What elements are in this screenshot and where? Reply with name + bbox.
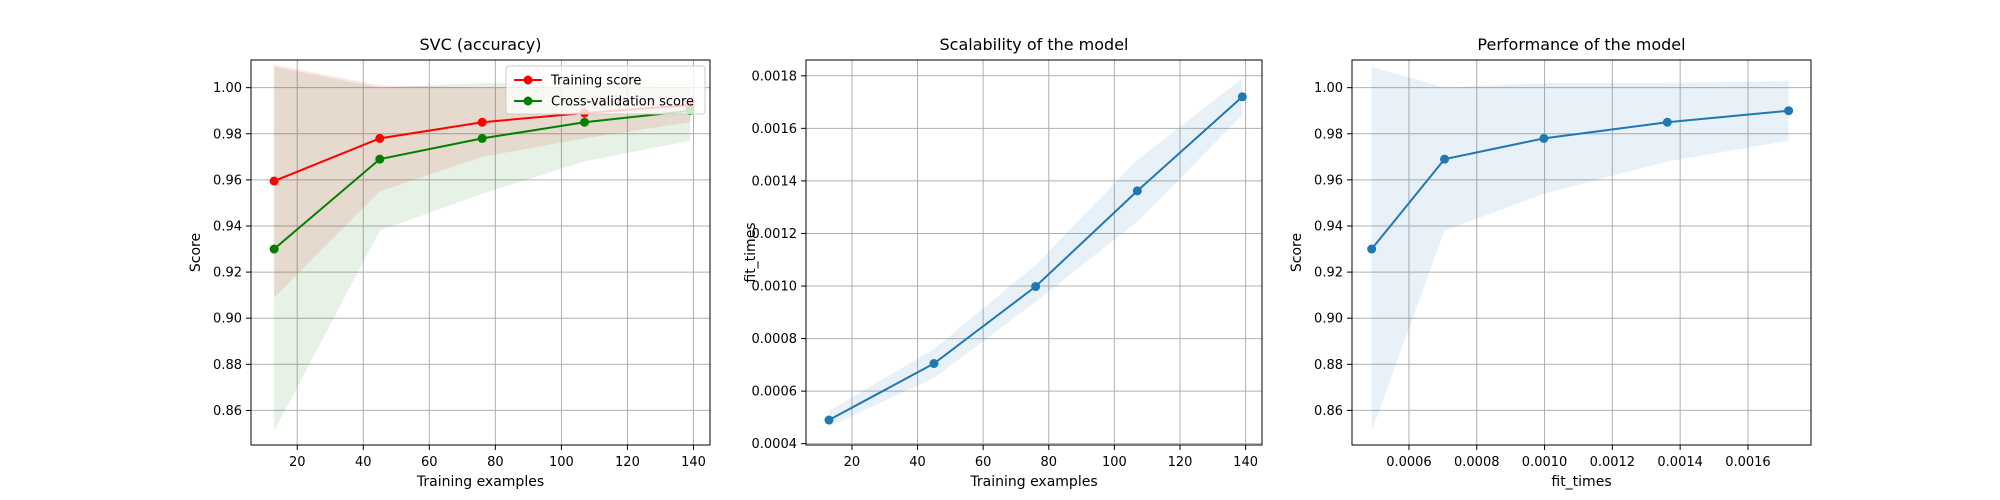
data-point xyxy=(269,244,279,254)
y-tick-label: 0.90 xyxy=(213,312,242,327)
data-point xyxy=(269,176,279,186)
chart-2: 20 40 60 80 100 120 140 0.0004 0.0006 0.0008 0.001… xyxy=(743,35,1263,490)
axes-frame xyxy=(805,59,1263,446)
data-point xyxy=(1031,282,1041,292)
confidence-band xyxy=(1371,66,1789,432)
y-tick-label: 0.96 xyxy=(1314,173,1343,188)
x-tick-label: 0.0008 xyxy=(1454,455,1500,470)
data-point xyxy=(1784,106,1794,116)
data-point xyxy=(1132,186,1142,196)
y-tick-label: 0.90 xyxy=(1314,312,1343,327)
chart-3: 0.0006 0.0008 0.0010 0.0012 0.0014 0.0016 0.86… xyxy=(1289,35,1812,490)
x-tick-label: 100 xyxy=(1102,455,1127,470)
y-tick-label: 1.00 xyxy=(1314,81,1343,96)
y-axis-label: Score xyxy=(188,233,204,272)
y-tick-label: 0.86 xyxy=(1314,404,1343,419)
x-tick-label: 40 xyxy=(355,455,372,470)
x-tick-label: 20 xyxy=(289,455,306,470)
data-point xyxy=(1237,92,1247,102)
x-tick-label: 0.0016 xyxy=(1725,455,1771,470)
y-tick-label: 0.0018 xyxy=(752,69,798,84)
x-tick-label: 140 xyxy=(1233,455,1258,470)
chart-title: Scalability of the model xyxy=(940,35,1129,54)
data-point xyxy=(477,117,487,127)
y-tick-label: 0.0014 xyxy=(752,174,798,189)
y-tick-label: 0.94 xyxy=(213,219,242,234)
y-tick-label: 0.0004 xyxy=(752,437,798,452)
y-tick-label: 0.0016 xyxy=(752,122,798,137)
data-point xyxy=(929,359,939,369)
data-point xyxy=(1662,117,1672,127)
axes-frame xyxy=(1351,59,1812,446)
axes-frame xyxy=(250,59,711,446)
legend-label: Training score xyxy=(550,74,641,89)
y-tick-label: 0.92 xyxy=(213,266,242,281)
legend-box xyxy=(505,65,706,115)
y-tick-label: 0.0006 xyxy=(752,385,798,400)
x-tick-label: 40 xyxy=(909,455,926,470)
data-point xyxy=(1440,154,1450,164)
x-tick-label: 20 xyxy=(844,455,861,470)
x-tick-label: 140 xyxy=(681,455,706,470)
confidence-band xyxy=(828,78,1243,427)
legend-marker xyxy=(523,75,533,85)
y-tick-label: 0.0010 xyxy=(752,280,798,295)
x-tick-label: 120 xyxy=(1168,455,1193,470)
y-tick-label: 0.0008 xyxy=(752,332,798,347)
y-tick-label: 0.0012 xyxy=(752,227,798,242)
x-axis-label: fit_times xyxy=(1551,474,1611,490)
x-tick-label: 0.0010 xyxy=(1522,455,1568,470)
y-tick-label: 0.86 xyxy=(213,404,242,419)
x-tick-label: 0.0012 xyxy=(1590,455,1636,470)
y-tick-label: 0.98 xyxy=(1314,127,1343,142)
x-tick-label: 80 xyxy=(1040,455,1057,470)
x-axis-label: Training examples xyxy=(969,474,1097,490)
x-tick-label: 0.0006 xyxy=(1386,455,1432,470)
legend-label: Cross-validation score xyxy=(551,95,694,110)
y-tick-label: 0.98 xyxy=(213,127,242,142)
chart-title: SVC (accuracy) xyxy=(419,35,541,54)
y-tick-label: 0.88 xyxy=(213,358,242,373)
chart-title: Performance of the model xyxy=(1477,35,1685,54)
y-axis-label: fit_times xyxy=(743,222,759,282)
y-tick-label: 0.88 xyxy=(1314,358,1343,373)
y-tick-label: 0.96 xyxy=(213,173,242,188)
y-tick-label: 0.94 xyxy=(1314,219,1343,234)
data-point xyxy=(477,133,487,143)
x-tick-label: 80 xyxy=(487,455,504,470)
legend: Training score Cross-validation score xyxy=(505,65,706,115)
x-tick-label: 120 xyxy=(615,455,640,470)
x-tick-label: 0.0014 xyxy=(1657,455,1703,470)
chart-1: 20 40 60 80 100 120 140 0.86 0.88 0.90 0.92 0.94 0.9… xyxy=(188,35,711,490)
y-axis-label: Score xyxy=(1289,233,1305,272)
y-tick-label: 1.00 xyxy=(213,81,242,96)
data-point xyxy=(1367,244,1377,254)
data-point xyxy=(375,133,385,143)
data-point xyxy=(824,415,834,425)
legend-marker xyxy=(523,96,533,106)
x-axis-label: Training examples xyxy=(416,474,544,490)
y-tick-label: 0.92 xyxy=(1314,266,1343,281)
data-point xyxy=(580,117,590,127)
x-tick-label: 100 xyxy=(549,455,574,470)
x-tick-label: 60 xyxy=(421,455,438,470)
x-tick-label: 60 xyxy=(975,455,992,470)
data-point xyxy=(1539,133,1549,143)
data-point xyxy=(375,154,385,164)
